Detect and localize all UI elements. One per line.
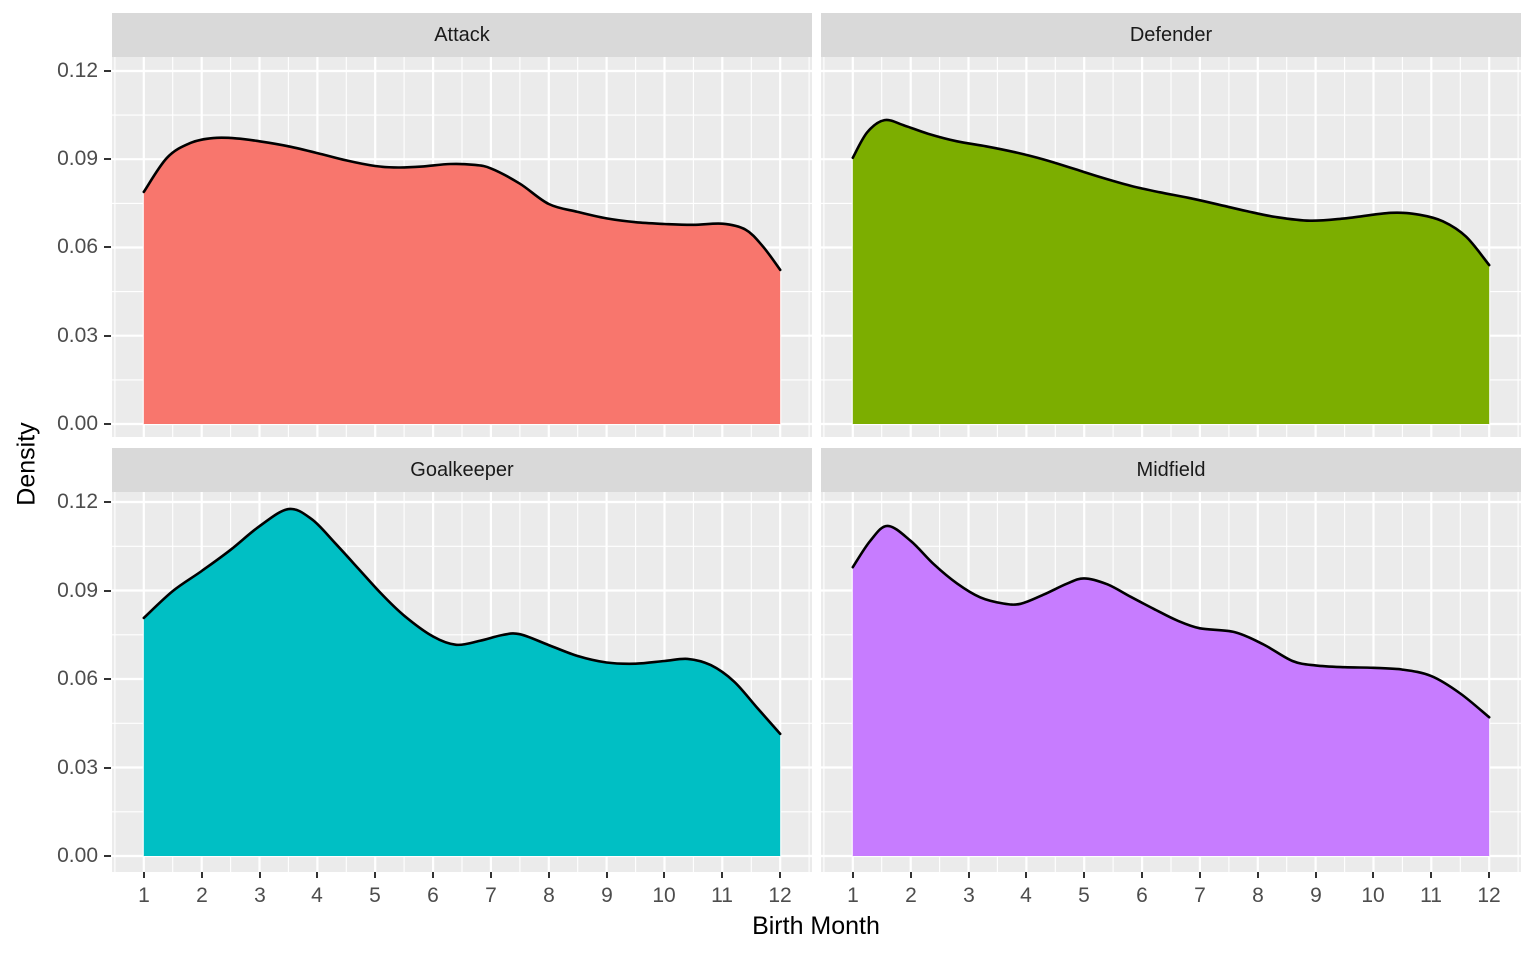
y-tick-mark <box>104 855 111 857</box>
density-panel-midfield <box>821 492 1521 872</box>
x-tick-mark <box>663 872 665 878</box>
y-axis-title: Density <box>12 422 41 506</box>
density-area-goalkeeper <box>143 508 781 856</box>
x-tick-mark <box>432 872 434 878</box>
x-tick-mark <box>779 872 781 878</box>
x-tick-label: 10 <box>1361 884 1385 907</box>
x-tick-label: 12 <box>1477 884 1501 907</box>
x-tick-label: 2 <box>196 884 208 907</box>
y-tick-mark <box>104 767 111 769</box>
facet-strip-defender: Defender <box>821 13 1521 57</box>
density-curve-goalkeeper <box>142 507 782 736</box>
x-axis-title: Birth Month <box>752 912 880 940</box>
x-tick-label: 1 <box>847 884 859 907</box>
x-tick-mark <box>1430 872 1432 878</box>
y-tick-label: 0.00 <box>57 844 98 867</box>
x-tick-mark <box>1083 872 1085 878</box>
x-tick-mark <box>606 872 608 878</box>
density-curve-midfield <box>851 524 1491 719</box>
x-tick-mark <box>910 872 912 878</box>
y-tick-label: 0.00 <box>57 412 98 435</box>
x-tick-label: 8 <box>543 884 555 907</box>
y-tick-mark <box>104 678 111 680</box>
x-tick-label: 4 <box>311 884 323 907</box>
y-tick-mark <box>104 501 111 503</box>
y-tick-label: 0.09 <box>57 579 98 602</box>
x-tick-mark <box>201 872 203 878</box>
x-tick-mark <box>1488 872 1490 878</box>
x-tick-label: 12 <box>768 884 792 907</box>
facet-strip-label: Goalkeeper <box>410 458 514 481</box>
x-tick-mark <box>548 872 550 878</box>
density-curve-attack <box>142 136 782 272</box>
y-tick-label: 0.06 <box>57 667 98 690</box>
facet-strip-goalkeeper: Goalkeeper <box>112 448 812 492</box>
x-tick-mark <box>1199 872 1201 878</box>
x-tick-label: 11 <box>1420 884 1442 907</box>
x-tick-mark <box>1141 872 1143 878</box>
facet-strip-label: Defender <box>1129 23 1213 46</box>
facet-strip-attack: Attack <box>112 13 812 57</box>
density-area-attack <box>143 137 781 424</box>
x-tick-label: 1 <box>138 884 150 907</box>
x-tick-mark <box>1025 872 1027 878</box>
y-tick-label: 0.03 <box>57 756 98 779</box>
x-tick-mark <box>1372 872 1374 878</box>
x-tick-mark <box>259 872 261 878</box>
x-tick-label: 2 <box>905 884 917 907</box>
facet-strip-label: Attack <box>434 23 490 46</box>
x-tick-label: 9 <box>601 884 613 907</box>
y-tick-label: 0.12 <box>57 490 98 513</box>
density-panel-attack <box>112 57 812 437</box>
x-tick-label: 5 <box>369 884 381 907</box>
y-tick-mark <box>104 590 111 592</box>
x-tick-label: 6 <box>1136 884 1148 907</box>
facet-strip-midfield: Midfield <box>821 448 1521 492</box>
density-area-midfield <box>852 525 1490 856</box>
x-tick-label: 8 <box>1252 884 1264 907</box>
x-tick-mark <box>143 872 145 878</box>
x-tick-label: 3 <box>963 884 975 907</box>
x-tick-label: 4 <box>1020 884 1032 907</box>
x-tick-label: 9 <box>1310 884 1322 907</box>
x-tick-label: 6 <box>427 884 439 907</box>
x-tick-mark <box>1257 872 1259 878</box>
x-tick-mark <box>374 872 376 878</box>
x-tick-label: 3 <box>254 884 266 907</box>
x-tick-mark <box>968 872 970 878</box>
x-tick-label: 7 <box>1194 884 1206 907</box>
x-tick-mark <box>721 872 723 878</box>
y-tick-label: 0.03 <box>57 324 98 347</box>
density-area-defender <box>852 119 1490 424</box>
x-tick-mark <box>1315 872 1317 878</box>
density-curve-defender <box>851 118 1491 267</box>
x-tick-label: 11 <box>711 884 733 907</box>
y-tick-mark <box>104 158 111 160</box>
x-tick-label: 10 <box>652 884 676 907</box>
y-tick-mark <box>104 423 111 425</box>
y-tick-label: 0.12 <box>57 59 98 82</box>
x-tick-mark <box>316 872 318 878</box>
x-tick-label: 7 <box>485 884 497 907</box>
facet-strip-label: Midfield <box>1136 458 1206 481</box>
x-tick-mark <box>852 872 854 878</box>
x-tick-mark <box>490 872 492 878</box>
y-tick-label: 0.06 <box>57 235 98 258</box>
x-tick-label: 5 <box>1078 884 1090 907</box>
density-panel-goalkeeper <box>112 492 812 872</box>
y-tick-mark <box>104 70 111 72</box>
density-panel-defender <box>821 57 1521 437</box>
y-tick-mark <box>104 246 111 248</box>
y-tick-label: 0.09 <box>57 147 98 170</box>
y-tick-mark <box>104 335 111 337</box>
